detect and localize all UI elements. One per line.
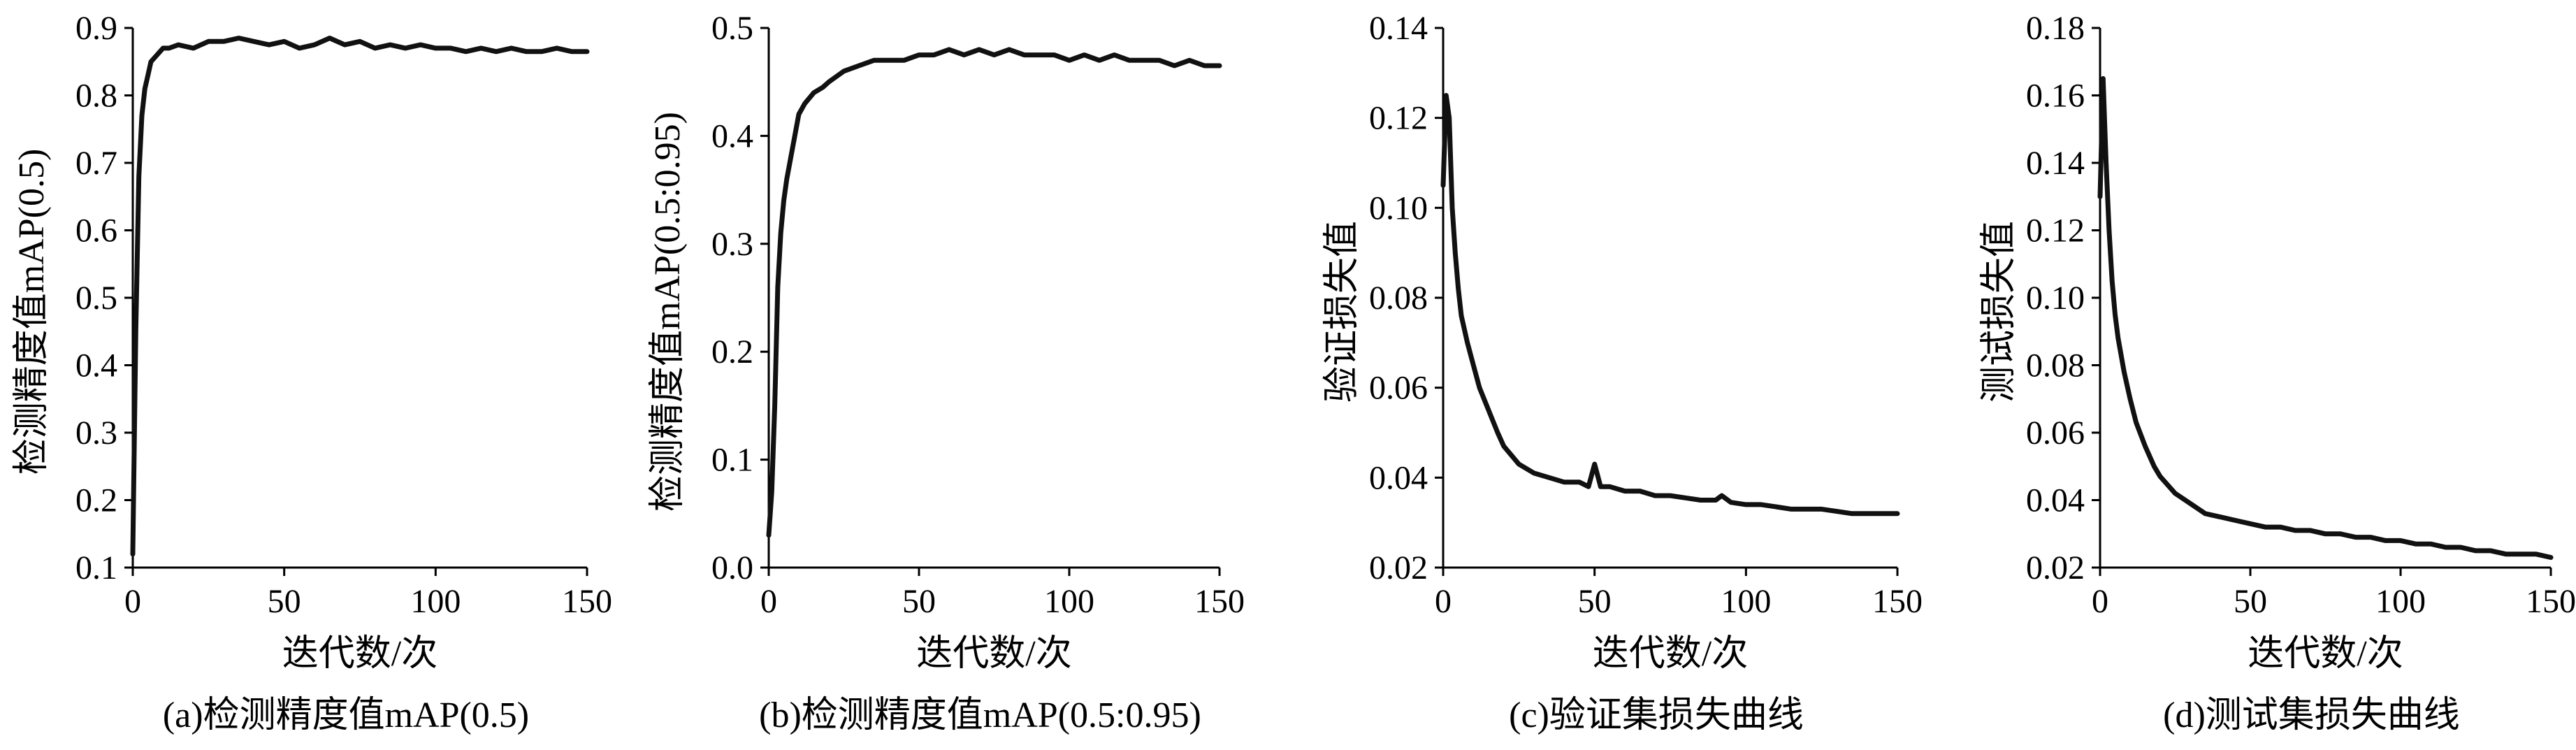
chart-c-y-tick-label: 0.12 xyxy=(1369,100,1428,137)
chart-a-x-tick-label: 150 xyxy=(562,583,612,620)
chart-b-y-tick-label: 0.1 xyxy=(711,442,753,479)
chart-d-y-tick-label: 0.16 xyxy=(2026,78,2085,115)
chart-d-y-tick-label: 0.14 xyxy=(2026,145,2085,182)
chart-c-series-line xyxy=(1440,93,1900,517)
chart-a-y-axis-title: 检测精度值mAP(0.5) xyxy=(12,149,52,475)
chart-d-x-axis-title: 迭代数/次 xyxy=(2248,634,2403,674)
chart-d-y-tick-label: 0.10 xyxy=(2026,280,2085,317)
chart-a-y-tick-label: 0.4 xyxy=(75,347,117,384)
chart-a-y-tick-label: 0.7 xyxy=(75,145,117,182)
chart-d-x-tick-label: 50 xyxy=(2234,583,2267,620)
chart-d-y-tick-label: 0.12 xyxy=(2026,212,2085,250)
chart-c-x-tick-label: 100 xyxy=(1721,583,1771,620)
chart-c-y-tick-label: 0.02 xyxy=(1369,549,1428,586)
chart-c-x-tick-label: 0 xyxy=(1435,583,1452,620)
chart-c-x-tick-label: 150 xyxy=(1872,583,1923,620)
chart-c-y-tick-label: 0.10 xyxy=(1369,189,1428,226)
chart-a-series-line xyxy=(130,36,590,557)
chart-b-y-tick-label: 0.2 xyxy=(711,333,753,370)
chart-b-y-axis-title: 检测精度值mAP(0.5:0.95) xyxy=(648,112,688,512)
chart-a-caption: (a)检测精度值mAP(0.5) xyxy=(163,695,529,735)
chart-c-x-axis-title: 迭代数/次 xyxy=(1593,634,1748,674)
chart-b-x-tick-label: 150 xyxy=(1194,583,1245,620)
chart-d-caption: (d)测试集损失曲线 xyxy=(2163,695,2460,735)
chart-c-y-axis-title: 验证损失值 xyxy=(1322,221,1362,403)
chart-a-x-tick-label: 0 xyxy=(124,583,141,620)
chart-d-y-tick-label: 0.06 xyxy=(2026,414,2085,452)
chart-b-y-tick-label: 0.3 xyxy=(711,226,753,263)
chart-a-x-tick-label: 50 xyxy=(268,583,301,620)
chart-a-y-tick-label: 0.2 xyxy=(75,482,117,519)
chart-a-y-tick-label: 0.6 xyxy=(75,212,117,250)
chart-c-y-tick-label: 0.04 xyxy=(1369,459,1428,496)
chart-d-y-tick-label: 0.18 xyxy=(2026,10,2085,47)
chart-b-caption: (b)检测精度值mAP(0.5:0.95) xyxy=(759,695,1201,735)
chart-c-caption: (c)验证集损失曲线 xyxy=(1509,695,1804,735)
chart-b-x-tick-label: 100 xyxy=(1044,583,1094,620)
chart-b-x-tick-label: 0 xyxy=(760,583,777,620)
chart-b-y-tick-label: 0.0 xyxy=(711,549,753,586)
chart-d-y-tick-label: 0.02 xyxy=(2026,549,2085,586)
chart-a-x-tick-label: 100 xyxy=(410,583,461,620)
chart-d-y-tick-label: 0.08 xyxy=(2026,347,2085,384)
chart-a-y-tick-label: 0.8 xyxy=(75,78,117,115)
chart-a-y-tick-label: 0.9 xyxy=(75,10,117,47)
chart-b-series-line xyxy=(766,47,1222,538)
chart-a-y-tick-label: 0.1 xyxy=(75,549,117,586)
chart-d-x-tick-label: 0 xyxy=(2092,583,2108,620)
chart-a-y-tick-label: 0.3 xyxy=(75,414,117,452)
chart-d-y-tick-label: 0.04 xyxy=(2026,482,2085,519)
chart-d-x-tick-label: 150 xyxy=(2526,583,2576,620)
chart-b-y-tick-label: 0.5 xyxy=(711,10,753,47)
chart-a-y-tick-label: 0.5 xyxy=(75,280,117,317)
chart-d-y-axis-title: 测试损失值 xyxy=(1979,221,2019,403)
chart-b-y-tick-label: 0.4 xyxy=(711,117,753,154)
chart-c-y-tick-label: 0.14 xyxy=(1369,10,1428,47)
chart-d-series-line xyxy=(2097,75,2554,560)
chart-b-x-tick-label: 50 xyxy=(902,583,936,620)
chart-c-x-tick-label: 50 xyxy=(1578,583,1612,620)
chart-c-y-tick-label: 0.06 xyxy=(1369,370,1428,407)
chart-a-x-axis-title: 迭代数/次 xyxy=(282,634,437,674)
chart-c-y-tick-label: 0.08 xyxy=(1369,280,1428,317)
chart-b-x-axis-title: 迭代数/次 xyxy=(916,634,1071,674)
chart-d-x-tick-label: 100 xyxy=(2375,583,2426,620)
